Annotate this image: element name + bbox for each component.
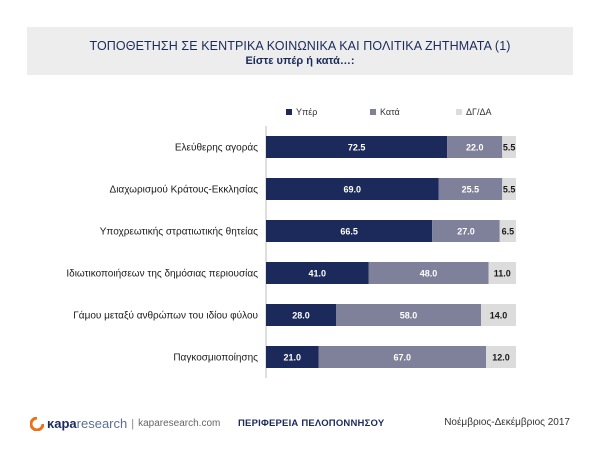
brand-name-bold: κapa (47, 416, 77, 431)
bar-value-label: 6.5 (502, 227, 515, 237)
date-label: Νοέμβριος-Δεκέμβριος 2017 (444, 417, 570, 428)
bar-value-label: 69.0 (343, 185, 361, 195)
legend-swatch-kata (370, 109, 376, 115)
region-label: ΠΕΡΙΦΕΡΕΙΑ ΠΕΛΟΠΟΝΝΗΣΟΥ (238, 418, 385, 429)
legend-label-yper: Υπέρ (296, 107, 318, 117)
bar-segment (499, 220, 516, 242)
bar-segment (502, 136, 516, 158)
brand-name-light: research (76, 416, 128, 431)
bar-segment (266, 178, 439, 200)
legend-swatch-yper (286, 109, 292, 115)
bar-segment (502, 178, 516, 200)
bar-value-label: 72.5 (348, 143, 366, 153)
bar-value-label: 58.0 (400, 311, 418, 321)
legend-item-dgda: ΔΓ/ΔΑ (456, 107, 491, 117)
bar-value-label: 27.0 (457, 227, 475, 237)
kapa-research-logo: κapa research | kaparesearch.com (30, 416, 220, 431)
bar-value-label: 14.0 (490, 311, 508, 321)
bar-value-label: 67.0 (393, 353, 411, 363)
bar-segment (336, 304, 481, 326)
chart-subtitle: Είστε υπέρ ή κατά…: (245, 55, 355, 67)
bar-value-label: 5.5 (503, 185, 516, 195)
bar-segment (488, 262, 516, 284)
bar-segment (266, 136, 448, 158)
bar-segment (266, 220, 433, 242)
bar-segment (432, 220, 500, 242)
bar-value-label: 5.5 (503, 143, 516, 153)
bar-value-label: 48.0 (420, 269, 438, 279)
bar-segment (266, 262, 369, 284)
chart-title: ΤΟΠΟΘΕΤΗΣΗ ΣΕ ΚΕΝΤΡΙΚΑ ΚΟΙΝΩΝΙΚΑ ΚΑΙ ΠΟΛ… (89, 39, 511, 53)
bar-segment (481, 304, 516, 326)
category-label: Παγκοσμιοποίησης (173, 352, 258, 364)
brand-separator: | (131, 417, 135, 430)
category-label: Ιδιωτικοποιήσεων της δημόσιας περιουσίας (66, 268, 258, 280)
bar-segment (318, 346, 486, 368)
bar-segment (266, 304, 336, 326)
legend-label-kata: Κατά (380, 107, 400, 117)
category-label: Γάμου μεταξύ ανθρώπων του ιδίου φύλου (73, 310, 258, 322)
bar-segment (438, 178, 503, 200)
legend-label-dgda: ΔΓ/ΔΑ (466, 107, 492, 117)
bar-value-label: 22.0 (466, 143, 484, 153)
title-band: ΤΟΠΟΘΕΤΗΣΗ ΣΕ ΚΕΝΤΡΙΚΑ ΚΟΙΝΩΝΙΚΑ ΚΑΙ ΠΟΛ… (27, 27, 573, 75)
legend-swatch-dgda (456, 109, 462, 115)
bar-value-label: 21.0 (283, 353, 301, 363)
category-label: Ελεύθερης αγοράς (175, 142, 258, 154)
bar-value-label: 41.0 (308, 269, 326, 279)
category-label: Υποχρεωτικής στρατιωτικής θητείας (100, 226, 258, 238)
bar-value-label: 25.5 (462, 185, 480, 195)
legend-item-kata: Κατά (370, 107, 400, 117)
bar-segment (447, 136, 503, 158)
category-label: Διαχωρισμού Κράτους-Εκκλησίας (110, 184, 259, 196)
bar-value-label: 11.0 (494, 269, 511, 279)
brand-url: kaparesearch.com (138, 418, 221, 429)
bar-value-label: 66.5 (340, 227, 358, 237)
legend-item-yper: Υπέρ (286, 107, 317, 117)
bar-value-label: 28.0 (292, 311, 310, 321)
bar-segment (266, 346, 319, 368)
bar-segment (486, 346, 516, 368)
bar-segment (368, 262, 489, 284)
bar-value-label: 12.0 (492, 353, 510, 363)
kapa-logo-icon (30, 416, 44, 431)
